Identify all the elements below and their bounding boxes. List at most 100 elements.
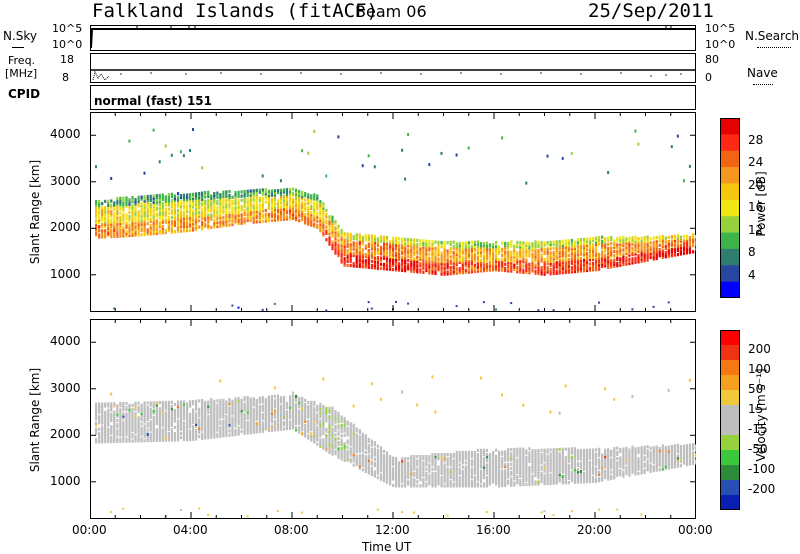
velocity-cell xyxy=(179,419,183,423)
velocity-cell xyxy=(479,473,483,478)
power-cell xyxy=(422,262,425,266)
power-cell xyxy=(304,213,307,217)
power-cell xyxy=(122,213,125,217)
velocity-cell xyxy=(395,457,398,461)
power-cell xyxy=(667,301,670,304)
power-cell xyxy=(349,232,352,236)
power-cell xyxy=(389,244,392,248)
power-cell xyxy=(370,236,373,240)
velocity-cell xyxy=(301,413,304,417)
velocity-cell xyxy=(385,474,389,478)
power-cell xyxy=(373,243,376,247)
velocity-cell xyxy=(207,402,210,406)
velocity-cell xyxy=(364,442,367,446)
power-cell xyxy=(482,258,486,262)
velocity-cell xyxy=(295,407,298,411)
power-cell xyxy=(134,206,137,210)
velocity-cell xyxy=(389,463,392,467)
velocity-cell xyxy=(267,410,270,414)
power-cell xyxy=(673,234,676,238)
power-cell xyxy=(467,262,470,266)
velocity-cell xyxy=(149,438,152,443)
power-cell xyxy=(182,223,186,227)
velocity-cell xyxy=(455,469,458,473)
power-cell xyxy=(537,267,540,272)
power-cell xyxy=(282,190,286,194)
power-cell xyxy=(425,241,428,245)
velocity-cell xyxy=(307,421,310,425)
velocity-cell xyxy=(301,411,304,415)
velocity-cell xyxy=(382,462,386,466)
velocity-cell xyxy=(452,473,455,478)
velocity-cell xyxy=(398,482,401,486)
velocity-cell xyxy=(198,409,201,413)
power-cell xyxy=(176,229,180,233)
power-cell xyxy=(431,240,434,244)
velocity-cell xyxy=(134,401,137,405)
power-cell xyxy=(676,238,679,242)
velocity-cell xyxy=(282,404,286,408)
power-cell xyxy=(373,241,376,245)
velocity-cell xyxy=(258,413,261,417)
power-cell xyxy=(634,258,637,262)
power-cell xyxy=(216,191,219,195)
power-cell xyxy=(261,308,264,311)
power-cell xyxy=(195,198,198,202)
power-cell xyxy=(170,226,173,230)
velocity-cell xyxy=(340,453,343,457)
power-cell xyxy=(625,243,628,247)
power-cell xyxy=(595,240,598,244)
power-cell xyxy=(358,244,361,248)
velocity-cell xyxy=(479,450,483,455)
power-cell xyxy=(164,144,167,148)
power-cell xyxy=(107,212,110,216)
power-cell xyxy=(149,203,152,207)
velocity-cell xyxy=(149,407,152,411)
power-cell xyxy=(601,239,604,243)
power-cell xyxy=(282,203,286,207)
power-cell xyxy=(222,199,225,203)
power-cell xyxy=(522,245,525,249)
power-cell xyxy=(213,208,216,212)
power-cell xyxy=(304,221,307,225)
velocity-cell xyxy=(307,426,310,430)
power-cell xyxy=(473,246,476,251)
power-cell xyxy=(243,200,246,204)
power-cell xyxy=(292,208,295,212)
power-cell xyxy=(455,250,458,254)
power-cell xyxy=(313,195,316,199)
velocity-cell xyxy=(164,421,167,425)
power-cell xyxy=(222,211,225,215)
power-cell xyxy=(104,210,107,214)
velocity-cell xyxy=(234,407,237,411)
power-cell xyxy=(428,258,431,262)
velocity-cell xyxy=(340,448,343,453)
velocity-cell xyxy=(240,398,243,402)
power-cell xyxy=(373,245,376,249)
velocity-cell xyxy=(255,413,258,417)
velocity-cell xyxy=(222,428,225,432)
power-cell xyxy=(476,265,479,269)
power-cell xyxy=(176,217,180,221)
velocity-cell xyxy=(116,423,119,427)
velocity-cell xyxy=(279,410,283,415)
velocity-cell xyxy=(101,425,104,429)
power-cell xyxy=(476,240,479,244)
velocity-cell xyxy=(410,459,413,463)
power-cell xyxy=(655,240,658,244)
velocity-cell xyxy=(407,465,410,469)
power-cell xyxy=(361,261,364,265)
power-cell xyxy=(182,204,186,208)
velocity-cell xyxy=(249,420,252,424)
velocity-cell xyxy=(128,410,131,414)
power-cell xyxy=(189,220,192,224)
power-cell xyxy=(564,270,567,274)
velocity-cell xyxy=(249,410,252,414)
power-cell xyxy=(249,193,252,197)
power-cell xyxy=(679,239,682,244)
power-cell xyxy=(534,265,537,269)
velocity-cell xyxy=(373,457,376,461)
power-cell xyxy=(210,225,213,230)
velocity-cell xyxy=(237,426,240,430)
power-cell xyxy=(504,243,507,248)
